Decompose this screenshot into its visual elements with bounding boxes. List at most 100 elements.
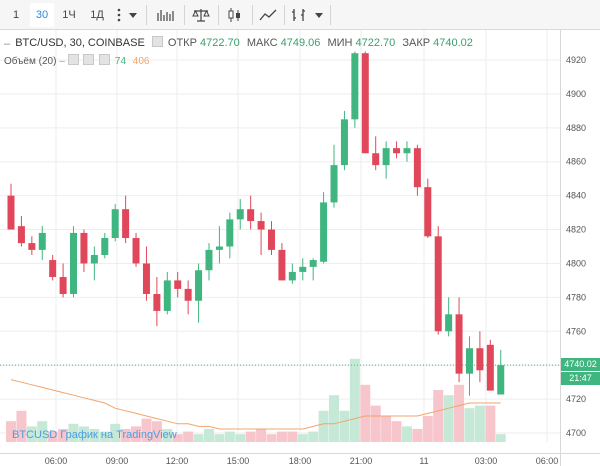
candle-body [205, 249, 213, 271]
candle-body [236, 209, 244, 220]
candle-body [122, 209, 130, 239]
candle-body [299, 266, 307, 272]
volume-bar [318, 410, 329, 442]
candle-body [247, 209, 255, 222]
high-label: МАКС [246, 37, 278, 49]
settings-icon[interactable] [151, 36, 163, 47]
volume-bar [443, 395, 454, 442]
candle-body [476, 348, 484, 371]
candle-body [320, 202, 328, 262]
volume-bar [151, 421, 162, 442]
interval-30-button[interactable]: 30 [30, 3, 54, 27]
candle-body [309, 260, 317, 267]
candle-body [288, 271, 296, 281]
volume-bar [172, 434, 183, 442]
price-tick-label: 4900 [566, 89, 586, 99]
volume-bar [349, 358, 360, 442]
dropdown-caret-icon[interactable] [126, 3, 140, 27]
more-dots-icon[interactable] [112, 3, 126, 27]
candle-body [215, 246, 223, 250]
candles-icon[interactable] [222, 3, 248, 27]
candle-body [111, 209, 119, 239]
candle-body [28, 243, 36, 250]
candle-body [330, 165, 338, 203]
price-chart[interactable]: 4920 4900 4880 4860 4840 4820 4800 4780 4760 4740… [0, 30, 600, 466]
time-tick-label: 03:00 [475, 456, 498, 466]
volume-bar [245, 431, 256, 442]
high-value: 4749.06 [280, 37, 321, 49]
price-tick-label: 4800 [566, 258, 586, 268]
volume-bar [370, 405, 381, 442]
dropdown-caret-icon[interactable] [312, 3, 326, 27]
price-tick-label: 4720 [566, 394, 586, 404]
open-value: 4722.70 [200, 37, 240, 49]
candle-body [49, 260, 57, 278]
volume-bar [99, 431, 110, 442]
candle-body [372, 153, 380, 166]
interval-1d-button[interactable]: 1Д [90, 9, 104, 21]
volume-bar [401, 426, 412, 442]
bars-chart-icon[interactable] [152, 3, 178, 27]
volume-bar [78, 426, 89, 442]
price-tick-label: 4860 [566, 157, 586, 167]
candle-body [101, 238, 109, 255]
volume-bar [37, 421, 48, 442]
scales-icon[interactable] [188, 3, 214, 27]
volume-ma-value: 406 [132, 56, 150, 67]
volume-bar [339, 410, 350, 442]
candle-body [268, 229, 275, 250]
candle-body [434, 236, 442, 332]
interval-1-button[interactable]: 1 [12, 9, 20, 21]
volume-bar [485, 405, 496, 442]
candle-body [278, 249, 286, 281]
tradingview-watermark[interactable]: BTCUSD График на TradingView [12, 429, 177, 441]
volume-bar [68, 423, 79, 442]
volume-bar [297, 434, 308, 442]
candle-body [497, 365, 505, 395]
collapse-icon[interactable]: – [4, 38, 11, 50]
interval-1h-button[interactable]: 1Ч [62, 9, 76, 21]
time-tick-label: 18:00 [289, 456, 312, 466]
settings-icon[interactable] [83, 54, 95, 65]
candle-body [59, 277, 67, 294]
candle-body [70, 232, 78, 294]
price-tick-label: 4760 [566, 326, 586, 336]
candle-body [132, 238, 140, 264]
line-chart-icon[interactable] [255, 3, 281, 27]
candle-body [184, 288, 192, 301]
volume-bar [381, 416, 392, 442]
candle-body [445, 314, 453, 332]
volume-bar [287, 431, 298, 442]
candle-body [226, 219, 234, 247]
time-tick-label: 11 [419, 456, 428, 466]
volume-bar [203, 429, 214, 442]
volume-bar [464, 408, 475, 442]
volume-legend: Объём (20) – 74 406 [4, 54, 149, 67]
volume-bar [47, 431, 58, 442]
volume-bar [110, 423, 121, 442]
candle-body [195, 270, 203, 301]
candle-body [163, 280, 171, 311]
candle-body [80, 232, 88, 264]
eye-icon[interactable] [67, 54, 79, 65]
volume-bar [474, 405, 485, 442]
ohlc-legend: – BTC/USD, 30, COINBASE ОТКР 4722.70 МАК… [4, 36, 473, 50]
close-icon[interactable] [99, 54, 111, 65]
indicator-icon[interactable] [287, 3, 311, 27]
volume-bar [6, 421, 16, 442]
volume-bar [141, 418, 152, 442]
low-value: 4722.70 [355, 37, 396, 49]
price-tick-label: 4920 [566, 55, 586, 65]
candle-body [413, 148, 421, 188]
dropdown-caret-icon[interactable]: – [59, 56, 65, 67]
candle-body [382, 148, 390, 166]
candle-body [465, 348, 473, 374]
close-value: 4740.02 [433, 37, 473, 49]
price-tick-label: 4840 [566, 191, 586, 201]
price-tick-label: 4780 [566, 292, 586, 302]
price-tick-label: 4880 [566, 123, 586, 133]
candle-body [174, 280, 182, 289]
volume-bar [224, 431, 235, 442]
volume-bar [183, 431, 194, 442]
volume-value: 74 [114, 56, 127, 67]
